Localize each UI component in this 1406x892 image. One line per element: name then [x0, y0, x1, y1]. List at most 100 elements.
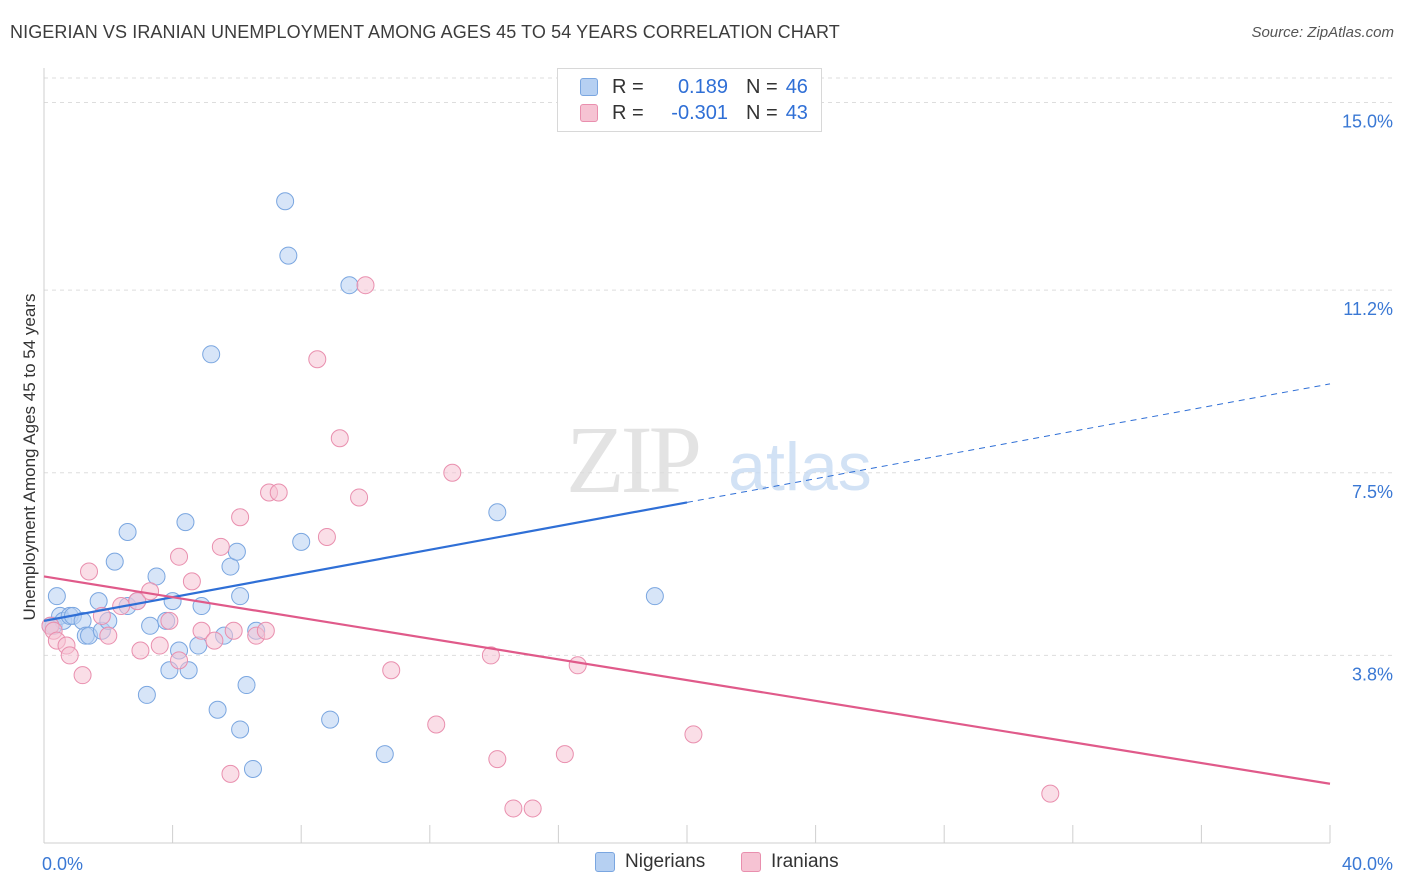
iranians-swatch: [580, 104, 598, 122]
nigerians-point: [321, 710, 340, 729]
iranians-point: [481, 646, 500, 665]
chart-title: NIGERIAN VS IRANIAN UNEMPLOYMENT AMONG A…: [10, 22, 840, 42]
iranians-point: [488, 750, 507, 769]
nigerians-trend-line: [43, 501, 688, 622]
iranians-point: [269, 483, 288, 502]
legend-label-nigerians: Nigerians: [625, 851, 706, 872]
iranians-point: [504, 799, 523, 818]
iranians-point: [308, 350, 327, 369]
watermark-zip: ZIP: [566, 406, 699, 513]
iranians-point: [182, 572, 201, 591]
nigerians-point: [189, 636, 208, 655]
iranians-point: [60, 646, 79, 665]
iranians-point: [317, 527, 336, 546]
x-tick-label: 0.0%: [42, 854, 83, 874]
nigerians-point: [645, 587, 664, 606]
stats-row-iranians: R = -0.301 N = 43: [580, 100, 808, 126]
iranians-point: [231, 508, 250, 527]
nigerians-point: [279, 246, 298, 265]
iranians-point: [330, 429, 349, 448]
iranians-point: [80, 562, 99, 581]
nigerians-point: [221, 557, 240, 576]
stats-legend: R = 0.189 N = 46 R = -0.301 N = 43: [557, 68, 822, 132]
n-label: N =: [746, 101, 778, 124]
legend-item-iranians[interactable]: Iranians: [741, 851, 839, 873]
nigerians-swatch: [595, 852, 615, 872]
iranians-point: [221, 764, 240, 783]
iranians-point: [131, 641, 150, 660]
iranians-point: [160, 611, 179, 630]
y-tick-label: 3.8%: [1352, 664, 1393, 684]
iranians-point: [427, 715, 446, 734]
iranians-swatch: [741, 852, 761, 872]
x-tick-label: 40.0%: [1342, 854, 1393, 874]
iranians-point: [73, 666, 92, 685]
n-value: 46: [785, 75, 808, 98]
nigerians-point: [227, 542, 246, 561]
nigerians-point: [137, 685, 156, 704]
nigerians-point: [47, 587, 66, 606]
nigerians-point: [147, 567, 166, 586]
nigerians-point: [231, 587, 250, 606]
iranians-point: [99, 626, 118, 645]
nigerians-point: [208, 700, 227, 719]
iranians-point: [170, 651, 189, 670]
iranians-point: [555, 745, 574, 764]
nigerians-point: [141, 616, 160, 635]
nigerians-point: [243, 759, 262, 778]
iranians-point: [568, 656, 587, 675]
nigerians-trend-extension: [686, 383, 1331, 503]
r-label: R =: [612, 75, 644, 98]
iranians-point: [443, 463, 462, 482]
iranians-trend-line: [43, 575, 1331, 785]
nigerians-point: [118, 523, 137, 542]
nigerians-point: [276, 192, 295, 211]
tick-label-layer: 3.8% 7.5% 11.2% 15.0% 0.0% 40.0%: [42, 112, 1393, 874]
nigerians-point: [375, 745, 394, 764]
iranians-point: [256, 621, 275, 640]
nigerians-point: [340, 276, 359, 295]
iranians-point: [170, 547, 189, 566]
r-value: 0.189: [677, 75, 728, 98]
iranians-point: [684, 725, 703, 744]
iranians-point: [192, 621, 211, 640]
nigerians-point: [176, 513, 195, 532]
nigerians-swatch: [580, 78, 598, 96]
grid-layer: [44, 77, 1392, 656]
nigerians-point: [488, 503, 507, 522]
nigerians-point: [231, 720, 250, 739]
iranians-point: [1041, 784, 1060, 803]
iranians-point: [350, 488, 369, 507]
iranians-point: [523, 799, 542, 818]
series-legend: Nigerians Iranians: [0, 851, 1406, 877]
watermark-atlas: atlas: [728, 429, 872, 505]
legend-item-nigerians[interactable]: Nigerians: [595, 851, 705, 873]
n-value: 43: [785, 101, 808, 124]
axis-layer: [43, 68, 1331, 844]
nigerians-point: [105, 552, 124, 571]
r-value: -0.301: [671, 101, 728, 124]
source-label: Source: ZipAtlas.com: [1251, 24, 1394, 41]
r-label: R =: [612, 101, 644, 124]
y-tick-label: 15.0%: [1342, 112, 1393, 132]
iranians-point: [356, 276, 375, 295]
nigerians-point: [237, 676, 256, 695]
nigerians-point: [89, 592, 108, 611]
iranians-point: [382, 661, 401, 680]
trend-layer: [43, 383, 1331, 785]
iranians-point: [211, 537, 230, 556]
iranians-point: [150, 636, 169, 655]
nigerians-point: [202, 345, 221, 364]
legend-label-iranians: Iranians: [771, 851, 839, 872]
iranians-point: [141, 582, 160, 601]
y-tick-label: 7.5%: [1352, 482, 1393, 502]
nigerians-point: [292, 532, 311, 551]
iranians-point: [224, 621, 243, 640]
point-layer: [41, 192, 1060, 818]
iranians-point: [205, 631, 224, 650]
y-tick-label: 11.2%: [1343, 299, 1393, 319]
n-label: N =: [746, 75, 778, 98]
stats-row-nigerians: R = 0.189 N = 46: [580, 74, 808, 100]
watermark: ZIP atlas: [566, 406, 872, 513]
